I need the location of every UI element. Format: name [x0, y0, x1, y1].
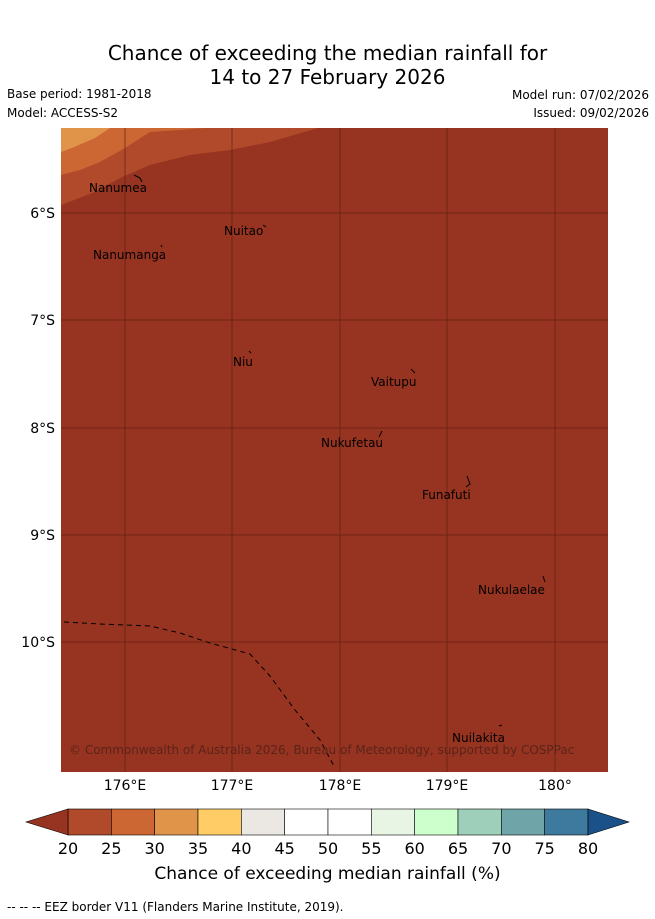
colorbar-segment-70-75	[501, 808, 545, 836]
colorbar-tick-30: 30	[144, 839, 165, 858]
colorbar-tick-35: 35	[187, 839, 209, 858]
lat-label-10s: 10°S	[21, 635, 55, 651]
lon-label-178e: 178°E	[318, 778, 362, 794]
colorbar-segment-75-80	[544, 808, 589, 836]
island-nanumanga-shape	[160, 244, 163, 248]
lon-label-179e: 179°E	[425, 778, 469, 794]
lon-label-177e: 177°E	[210, 778, 254, 794]
band-35-40	[61, 128, 110, 152]
place-nukufetau: Nukufetau	[321, 436, 384, 450]
colorbar	[24, 808, 630, 836]
copyright-note: © Commonwealth of Australia 2026, Bureau…	[69, 743, 575, 757]
island-funafuti-shape	[465, 475, 471, 488]
island-vaitupu-shape	[410, 368, 416, 374]
place-nukulaelae: Nukulaelae	[478, 583, 545, 597]
colorbar-segment-40-45	[241, 808, 285, 836]
colorbar-tick-55: 55	[361, 839, 382, 858]
colorbar-tick-60: 60	[404, 839, 425, 858]
colorbar-tick-50: 50	[317, 839, 339, 858]
colorbar-segment-20-25	[67, 808, 112, 836]
place-vaitupu: Vaitupu	[371, 375, 417, 389]
model-name: Model: ACCESS-S2	[7, 106, 119, 120]
colorbar-tick-65: 65	[447, 839, 469, 858]
chart-title-line1: Chance of exceeding the median rainfall …	[107, 41, 548, 65]
base-period: Base period: 1981-2018	[7, 87, 152, 101]
chart-title-line2: 14 to 27 February 2026	[209, 65, 446, 89]
lat-label-8s: 8°S	[30, 421, 55, 437]
colorbar-tick-45: 45	[274, 839, 295, 858]
island-nanumea-shape	[133, 174, 143, 183]
island-nuilakita-shape	[498, 724, 503, 727]
colorbar-segment-25-30	[111, 808, 155, 836]
island-niu-shape	[248, 350, 252, 354]
colorbar-segment-45-50	[284, 808, 329, 836]
island-nukulaelae-shape	[542, 575, 546, 583]
place-nanumea: Nanumea	[89, 181, 147, 195]
eez-legend: -- -- -- EEZ border V11 (Flanders Marine…	[7, 900, 344, 914]
lon-label-180: 180°	[538, 778, 572, 794]
lat-label-6s: 6°S	[30, 206, 55, 222]
eez-border	[63, 621, 336, 769]
model-run: Model run: 07/02/2026	[511, 88, 649, 102]
island-nukufetau-shape	[378, 430, 383, 438]
issued-date: Issued: 09/02/2026	[533, 106, 649, 120]
island-nuitao-shape	[262, 224, 267, 228]
lat-label-9s: 9°S	[30, 528, 55, 544]
colorbar-segment-35-40	[197, 808, 242, 836]
colorbar-tick-70: 70	[491, 839, 512, 858]
colorbar-tick-80: 80	[577, 839, 599, 858]
colorbar-tick-40: 40	[231, 839, 252, 858]
colorbar-tick-25: 25	[101, 839, 122, 858]
colorbar-segment-55-60	[371, 808, 415, 836]
colorbar-tick-75: 75	[534, 839, 555, 858]
colorbar-label: Chance of exceeding median rainfall (%)	[154, 864, 501, 884]
colorbar-tick-20: 20	[57, 839, 79, 858]
map-base-area	[61, 128, 608, 772]
place-nuitao: Nuitao	[224, 224, 264, 238]
place-nuilakita: Nuilakita	[452, 731, 505, 745]
place-niu: Niu	[233, 355, 253, 369]
place-funafuti: Funafuti	[422, 488, 471, 502]
colorbar-low-extend	[24, 808, 69, 836]
colorbar-high-extend	[587, 808, 630, 836]
colorbar-segment-50-55	[327, 808, 372, 836]
place-nanumanga: Nanumanga	[93, 248, 167, 262]
lon-label-176e: 176°E	[103, 778, 147, 794]
colorbar-segment-30-35	[154, 808, 199, 836]
lat-label-7s: 7°S	[30, 313, 55, 329]
colorbar-segment-60-65	[414, 808, 459, 836]
colorbar-segment-65-70	[457, 808, 502, 836]
band-30-35	[61, 128, 205, 175]
